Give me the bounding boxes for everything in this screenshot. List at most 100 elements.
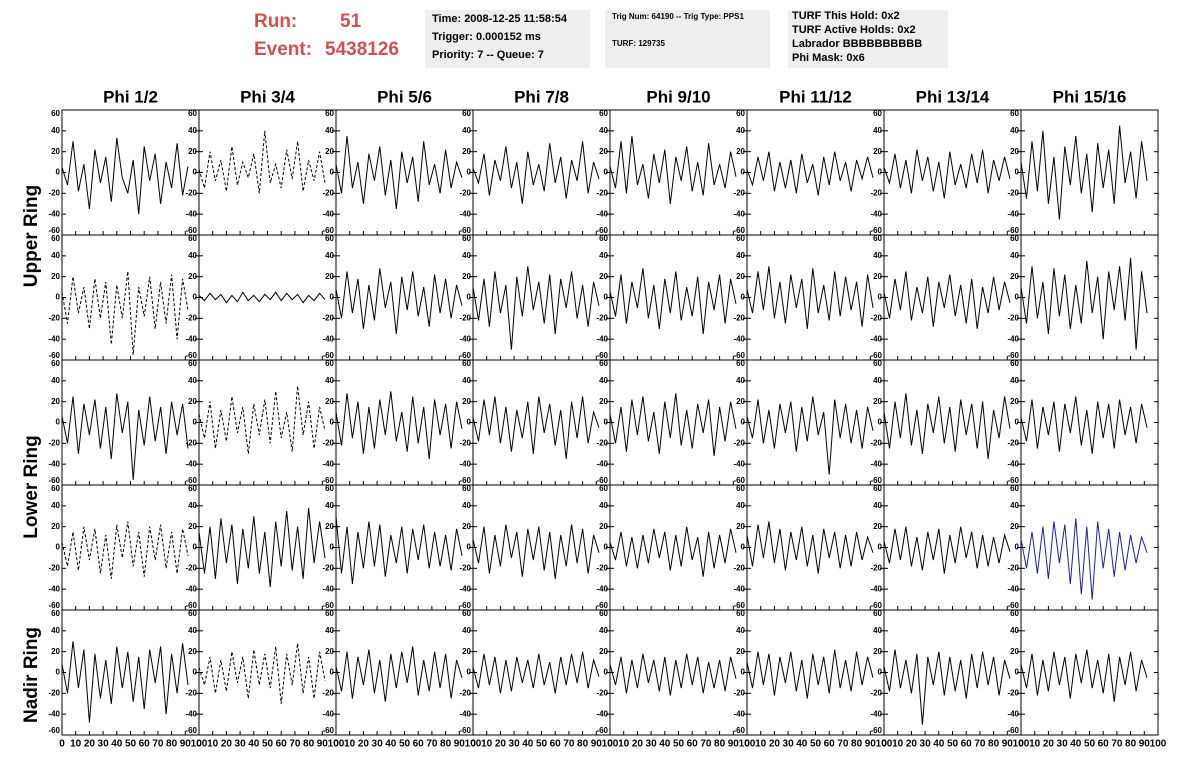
x-tick-label: 70 (837, 739, 849, 750)
y-tick-label: -40 (48, 459, 60, 468)
y-tick-label: 20 (736, 397, 745, 406)
y-tick-label: -60 (459, 476, 471, 485)
y-tick-label: 40 (51, 376, 60, 385)
x-tick-label: 60 (961, 739, 973, 750)
y-tick-label: -40 (185, 459, 197, 468)
y-tick-label: -60 (185, 476, 197, 485)
x-tick-label: 50 (673, 739, 685, 750)
x-tick-label: 70 (289, 739, 301, 750)
x-tick-label: 100 (465, 739, 482, 750)
x-tick-label: 90 (1002, 739, 1014, 750)
y-tick-label: -40 (322, 709, 334, 718)
column-title: Phi 15/16 (1053, 87, 1127, 106)
waveform (883, 649, 1011, 725)
x-tick-label: 70 (563, 739, 575, 750)
y-tick-label: -40 (870, 334, 882, 343)
waveform (61, 641, 189, 723)
y-tick-label: -20 (870, 438, 882, 447)
y-tick-label: 0 (741, 543, 746, 552)
y-tick-label: -40 (459, 709, 471, 718)
y-tick-label: -60 (1007, 601, 1019, 610)
x-tick-label: 50 (810, 739, 822, 750)
y-tick-label: -20 (322, 688, 334, 697)
x-tick-label: 80 (166, 739, 178, 750)
x-tick-label: 60 (139, 739, 151, 750)
y-tick-label: 60 (736, 484, 745, 493)
y-tick-label: 0 (878, 293, 883, 302)
y-tick-label: -60 (48, 601, 60, 610)
y-tick-label: 40 (1010, 251, 1019, 260)
x-tick-label: 10 (1029, 739, 1041, 750)
y-tick-label: 20 (873, 397, 882, 406)
y-tick-label: 0 (604, 543, 609, 552)
y-tick-label: 20 (325, 397, 334, 406)
x-tick-label: 20 (769, 739, 781, 750)
y-tick-label: 0 (330, 543, 335, 552)
panel-frame (335, 359, 474, 486)
y-tick-label: 40 (462, 251, 471, 260)
panel-frame (472, 609, 611, 736)
panel-frame (472, 359, 611, 486)
y-tick-label: 40 (599, 501, 608, 510)
y-tick-label: -40 (459, 584, 471, 593)
x-tick-label: 10 (618, 739, 630, 750)
y-tick-label: 20 (462, 272, 471, 281)
y-tick-label: -60 (459, 226, 471, 235)
x-tick-label: 30 (646, 739, 658, 750)
ring-label: Nadir Ring (21, 627, 42, 723)
panel-frame (746, 109, 885, 236)
y-tick-label: -20 (459, 438, 471, 447)
y-tick-label: -40 (596, 334, 608, 343)
waveform (335, 135, 463, 210)
panel-frame (198, 484, 337, 611)
x-tick-label: 0 (607, 739, 613, 750)
waveform (472, 396, 600, 460)
y-tick-label: 20 (188, 522, 197, 531)
y-tick-label: 20 (51, 397, 60, 406)
y-tick-label: -20 (1007, 438, 1019, 447)
y-tick-label: 40 (873, 376, 882, 385)
waveform (746, 396, 874, 475)
y-tick-label: 40 (599, 626, 608, 635)
y-tick-label: 60 (599, 609, 608, 618)
panel-frame (1020, 359, 1159, 486)
x-tick-label: 40 (1070, 739, 1082, 750)
y-tick-label: 0 (878, 418, 883, 427)
y-tick-label: 60 (188, 234, 197, 243)
run-number: 51 (340, 11, 362, 32)
y-tick-label: 40 (1010, 626, 1019, 635)
y-tick-label: 0 (56, 293, 61, 302)
y-tick-label: 40 (462, 501, 471, 510)
y-tick-label: 60 (325, 609, 334, 618)
y-tick-label: 0 (330, 668, 335, 677)
x-tick-label: 20 (221, 739, 233, 750)
y-tick-label: 40 (325, 501, 334, 510)
panel-frame (61, 359, 200, 486)
y-tick-label: -20 (185, 313, 197, 322)
x-tick-label: 80 (714, 739, 726, 750)
x-tick-label: 50 (536, 739, 548, 750)
y-tick-label: -60 (733, 476, 745, 485)
y-tick-label: -60 (596, 601, 608, 610)
y-tick-label: 60 (462, 359, 471, 368)
y-tick-label: 0 (1015, 418, 1020, 427)
waveform (198, 507, 326, 588)
x-tick-label: 40 (933, 739, 945, 750)
x-tick-label: 60 (550, 739, 562, 750)
y-tick-label: -20 (596, 438, 608, 447)
y-tick-label: 20 (462, 647, 471, 656)
y-tick-label: 60 (736, 234, 745, 243)
y-tick-label: 60 (188, 109, 197, 118)
y-tick-label: -60 (322, 726, 334, 735)
y-tick-label: 40 (736, 501, 745, 510)
y-tick-label: 0 (330, 293, 335, 302)
waveform (609, 653, 737, 696)
y-tick-label: -60 (596, 226, 608, 235)
y-tick-label: -20 (1007, 688, 1019, 697)
x-tick-label: 80 (303, 739, 315, 750)
y-tick-label: -60 (870, 601, 882, 610)
y-tick-label: 20 (873, 272, 882, 281)
y-tick-label: 40 (736, 376, 745, 385)
panel-frame (335, 109, 474, 236)
y-tick-label: -20 (322, 563, 334, 572)
